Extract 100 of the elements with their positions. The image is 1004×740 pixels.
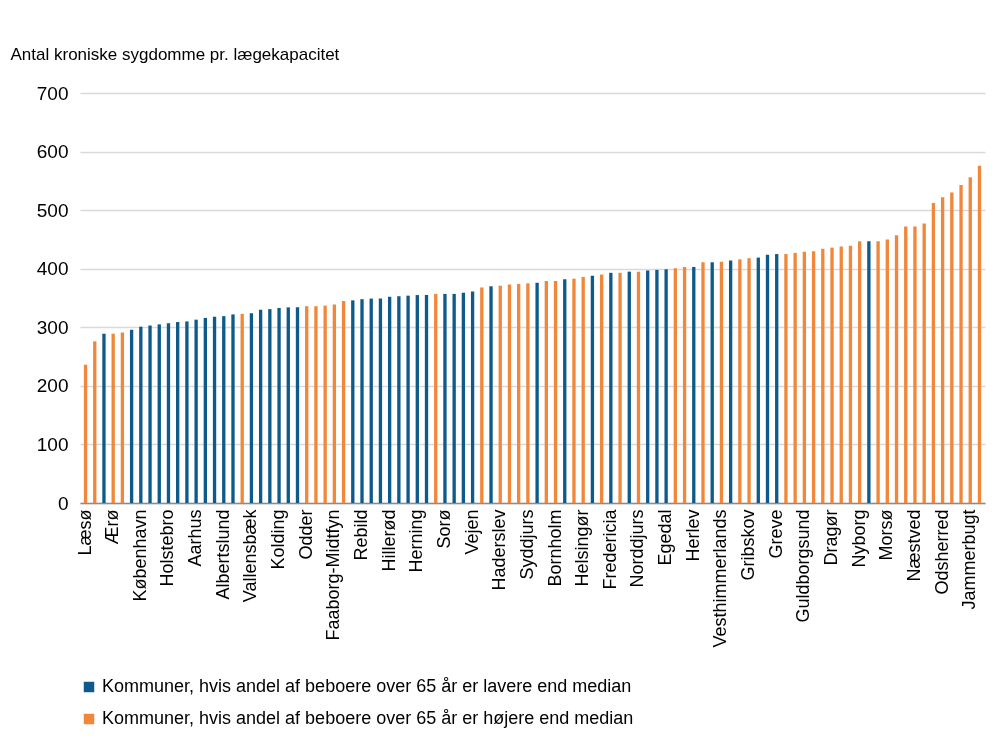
x-tick-label: Odsherred bbox=[931, 509, 952, 595]
bar bbox=[139, 326, 143, 503]
bar bbox=[848, 245, 853, 503]
bar bbox=[756, 257, 760, 503]
x-tick-label: Vallensbæk bbox=[240, 508, 261, 603]
x-tick-label: Bornholm bbox=[544, 509, 565, 587]
bar bbox=[93, 341, 97, 503]
bar bbox=[452, 293, 456, 503]
x-tick-label: Morsø bbox=[876, 509, 897, 561]
bar bbox=[406, 295, 410, 503]
bar bbox=[194, 319, 198, 503]
bar bbox=[185, 321, 189, 503]
bar bbox=[636, 271, 641, 503]
x-tick-label: Hillerød bbox=[378, 509, 399, 572]
bar bbox=[258, 309, 263, 503]
bar bbox=[682, 266, 687, 503]
bar bbox=[176, 322, 180, 503]
bar bbox=[240, 313, 244, 503]
bar bbox=[581, 276, 585, 503]
x-tick-label: Nyborg bbox=[848, 509, 869, 568]
bar bbox=[378, 298, 383, 503]
bar bbox=[646, 270, 650, 503]
bar bbox=[470, 291, 475, 503]
bar bbox=[341, 300, 346, 503]
bar bbox=[424, 295, 429, 503]
bar bbox=[765, 254, 770, 503]
x-tick-label: Norddjurs bbox=[627, 509, 648, 588]
bar bbox=[157, 324, 161, 503]
x-tick-label: Helsingør bbox=[572, 509, 593, 587]
bar bbox=[590, 275, 595, 503]
x-tick-label: Greve bbox=[765, 509, 786, 559]
bar bbox=[894, 235, 899, 503]
bar bbox=[434, 293, 438, 503]
bar bbox=[904, 226, 908, 503]
bar bbox=[655, 269, 659, 503]
bar bbox=[102, 333, 106, 503]
bar bbox=[950, 192, 954, 503]
y-tick-label: 0 bbox=[57, 492, 69, 514]
y-tick-label: 400 bbox=[36, 258, 69, 280]
x-tick-label: Rebild bbox=[351, 509, 372, 561]
bar bbox=[535, 282, 539, 503]
bar bbox=[314, 306, 318, 503]
x-tick-label: Næstved bbox=[903, 509, 924, 582]
x-tick-label: Jammerbugt bbox=[959, 509, 980, 610]
x-tick-label: Kolding bbox=[268, 509, 289, 570]
bar bbox=[728, 260, 733, 503]
bar bbox=[858, 241, 862, 503]
bar bbox=[719, 261, 724, 503]
bar bbox=[563, 279, 567, 503]
x-tick-label: Sorø bbox=[433, 509, 454, 549]
bar bbox=[940, 197, 945, 503]
bar bbox=[618, 272, 622, 503]
x-tick-label: Gribskov bbox=[738, 509, 759, 581]
bar bbox=[517, 283, 521, 503]
bar bbox=[544, 281, 548, 503]
bar bbox=[360, 299, 364, 503]
bar bbox=[295, 307, 300, 503]
bar bbox=[599, 274, 604, 503]
bar bbox=[701, 262, 705, 503]
x-tick-label: Vejen bbox=[461, 509, 482, 555]
x-tick-label: Ærø bbox=[102, 509, 123, 545]
y-tick-label: 600 bbox=[36, 141, 69, 163]
bar bbox=[747, 258, 751, 503]
bar bbox=[867, 241, 871, 503]
x-tick-label: Albertslund bbox=[212, 509, 233, 600]
bar bbox=[977, 165, 982, 503]
bar bbox=[489, 286, 493, 503]
bar bbox=[821, 248, 825, 503]
bar bbox=[959, 184, 963, 503]
bar bbox=[129, 329, 134, 503]
bar bbox=[323, 305, 327, 503]
bar bbox=[249, 313, 254, 503]
bar bbox=[692, 266, 696, 503]
bar bbox=[480, 287, 484, 503]
bar bbox=[876, 241, 880, 503]
x-tick-label: Faaborg-Midtfyn bbox=[323, 509, 344, 641]
bar bbox=[83, 364, 88, 503]
y-axis-title: Antal kroniske sygdomme pr. lægekapacitet bbox=[10, 44, 340, 64]
bar bbox=[351, 300, 355, 503]
bar bbox=[203, 317, 207, 503]
bar bbox=[627, 271, 631, 503]
bar bbox=[148, 325, 152, 503]
bar bbox=[811, 251, 816, 503]
bar bbox=[775, 254, 779, 503]
bar bbox=[802, 251, 807, 503]
y-tick-label: 100 bbox=[36, 433, 69, 455]
bar bbox=[111, 333, 115, 503]
x-tick-label: Herning bbox=[406, 509, 427, 573]
bar bbox=[507, 284, 512, 503]
bar bbox=[369, 298, 373, 503]
bar bbox=[498, 285, 502, 503]
bar bbox=[913, 226, 917, 503]
bar bbox=[461, 292, 466, 503]
bar bbox=[572, 278, 576, 503]
x-tick-label: Holstebro bbox=[157, 509, 178, 587]
bar bbox=[387, 296, 392, 503]
bar bbox=[222, 316, 226, 503]
bar bbox=[738, 259, 742, 503]
bar bbox=[166, 323, 171, 503]
bar bbox=[968, 177, 972, 503]
